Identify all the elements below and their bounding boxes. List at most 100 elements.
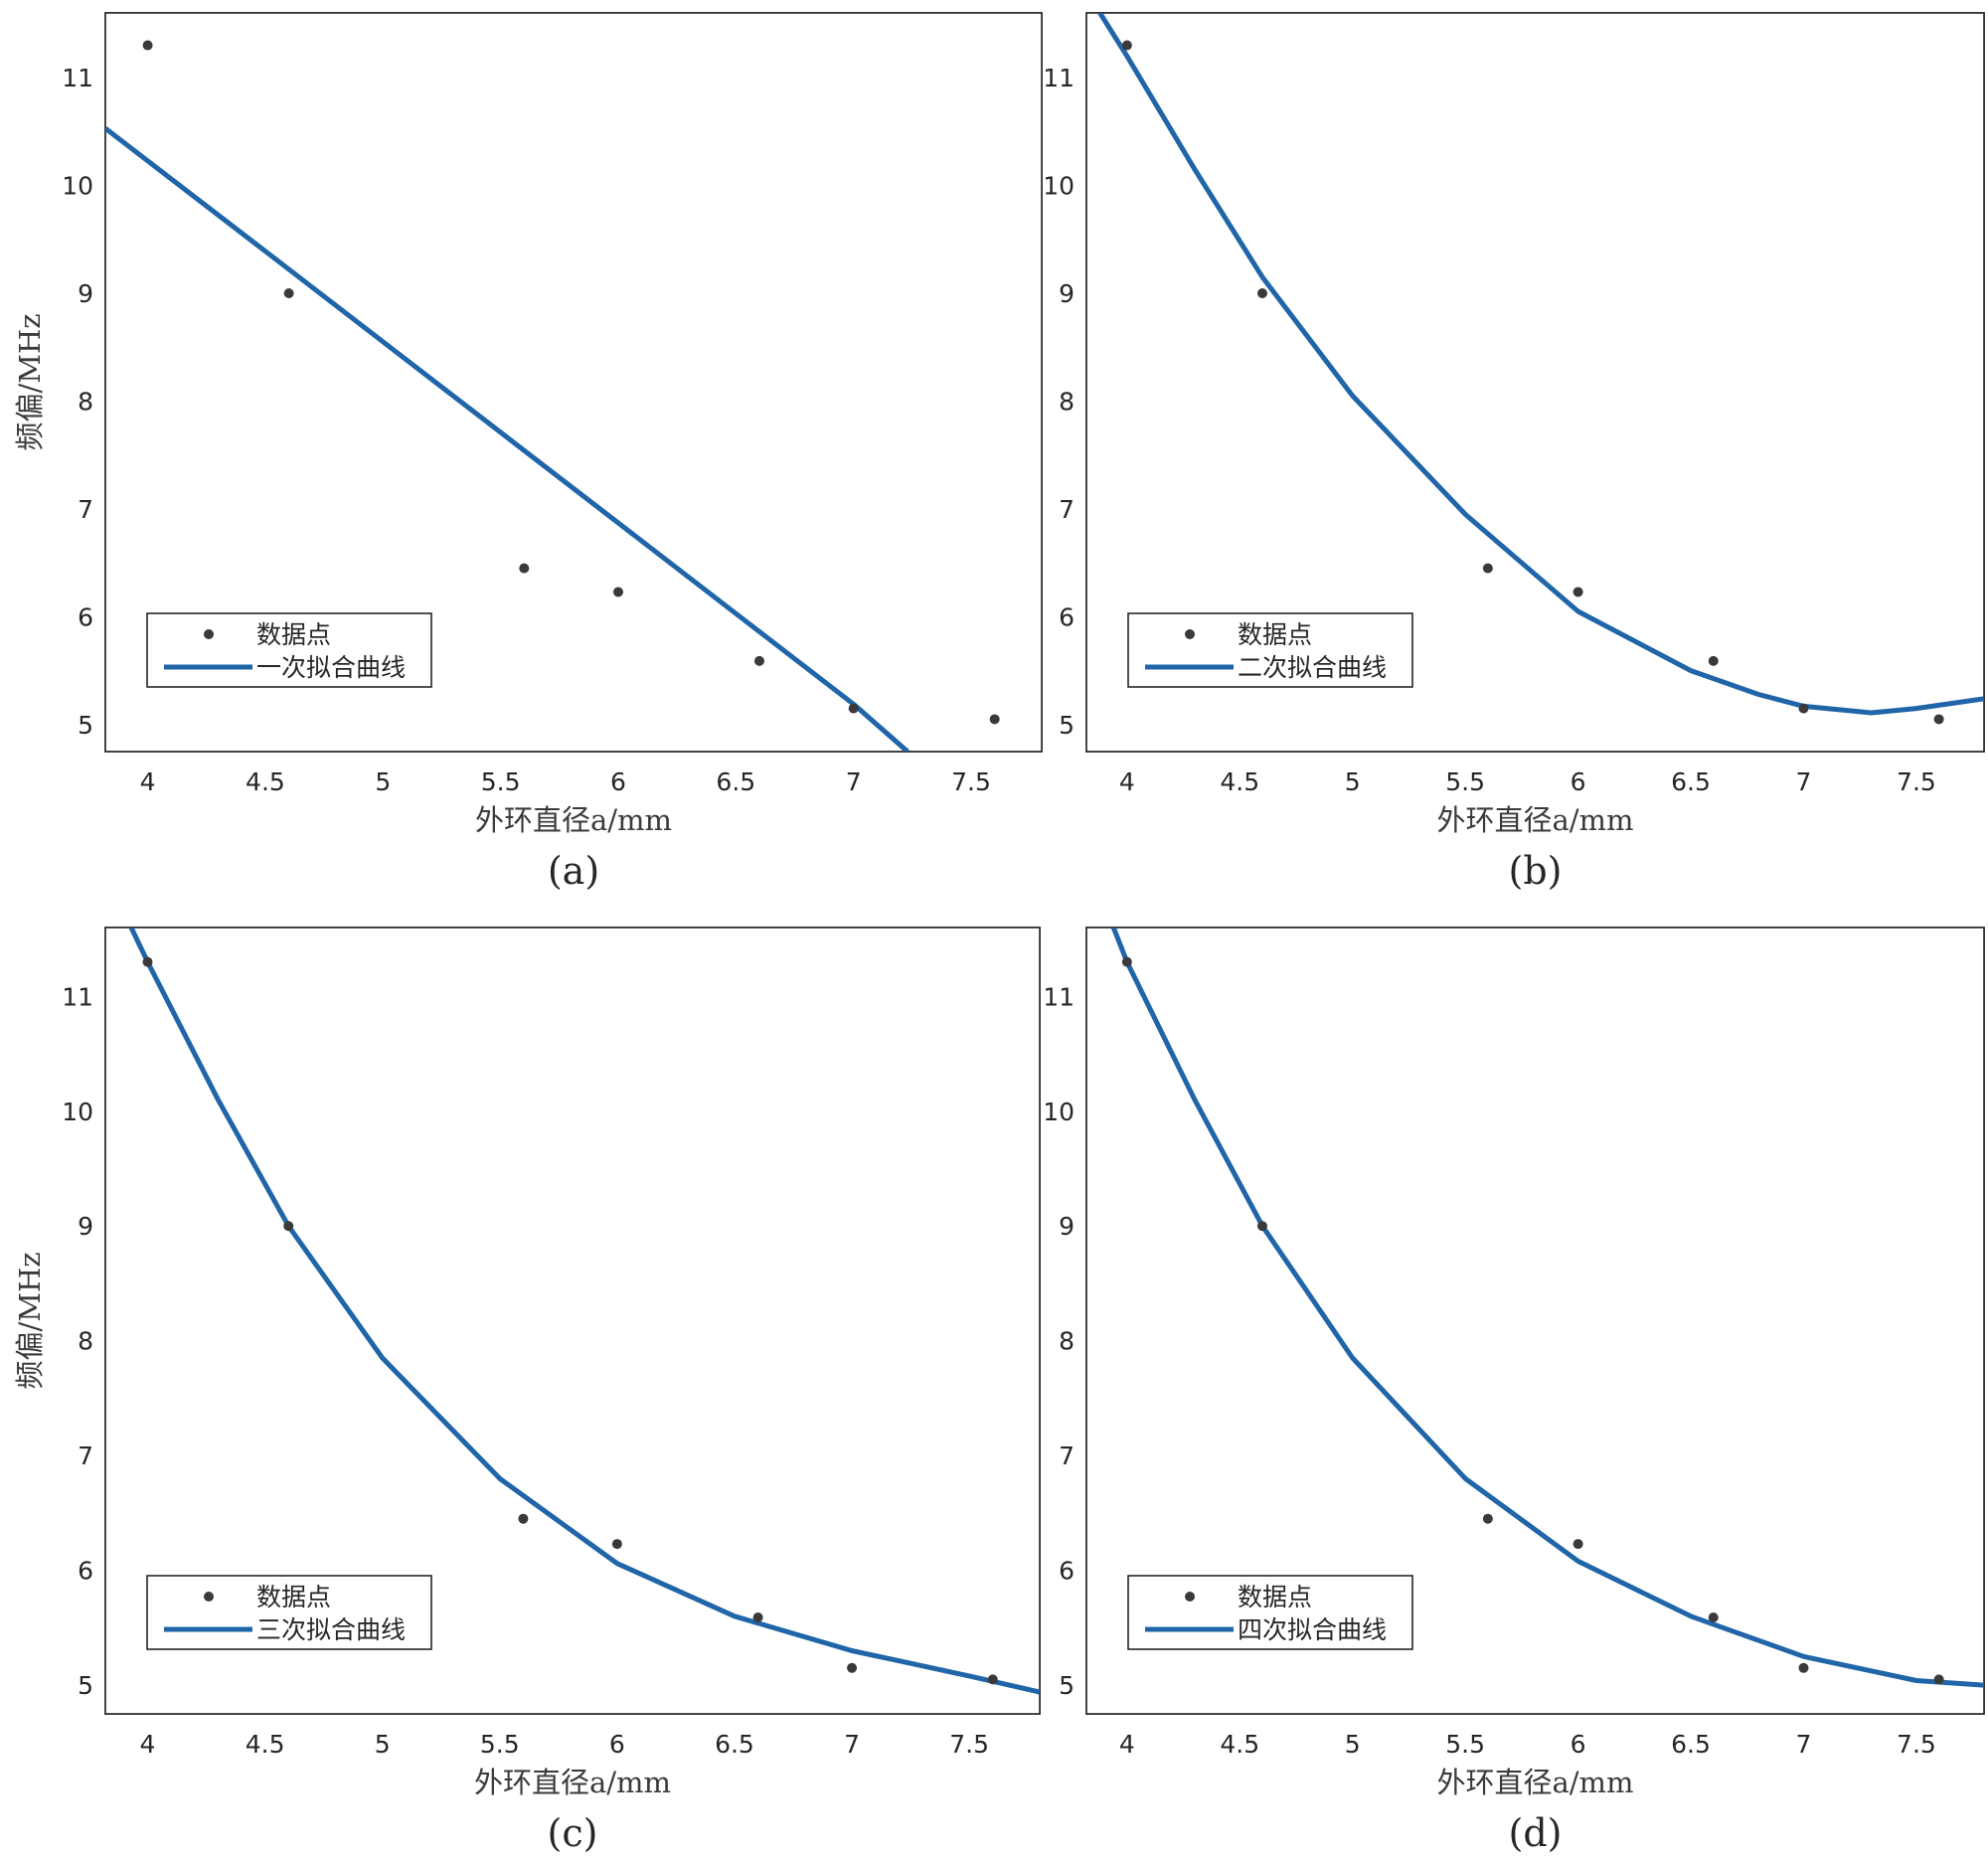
legend-label: 数据点	[256, 1583, 331, 1611]
x-tick-label: 5	[1345, 1730, 1361, 1759]
data-point	[1482, 563, 1493, 574]
y-tick-label: 8	[1059, 387, 1075, 416]
x-tick-label: 6	[610, 767, 626, 796]
chart-panel-b: 4 4.5 5 5.5 6 6.5 7 7.5 5 6 7 8 9 10 11 数据点二次拟合曲线外环直径a/…	[1043, 12, 1985, 893]
y-tick-label: 6	[1059, 602, 1075, 631]
fit-curve	[1110, 928, 1984, 1688]
y-tick-label: 11	[62, 64, 93, 92]
x-tick-label: 4	[140, 767, 156, 796]
data-point	[1708, 1612, 1719, 1623]
data-point	[518, 1513, 529, 1524]
x-tick-label: 5.5	[480, 1730, 520, 1759]
data-point	[1256, 288, 1267, 299]
chart-panel-a: 4 4.5 5 5.5 6 6.5 7 7.5 5 6 7 8 9 10 11 数据点一次拟合曲线外环直径a/…	[13, 12, 1043, 893]
legend-label: 一次拟合曲线	[256, 653, 406, 682]
x-tick-label: 5.5	[481, 767, 521, 796]
legend-point-marker	[1185, 1592, 1195, 1602]
x-tick-label: 6	[1571, 1730, 1586, 1759]
y-tick-label: 8	[1059, 1327, 1075, 1356]
data-point	[1573, 1539, 1583, 1550]
x-tick-label: 4.5	[246, 767, 285, 796]
x-tick-label: 7.5	[1897, 1730, 1936, 1759]
legend-point-marker	[204, 1592, 214, 1602]
x-tick-label: 6.5	[715, 1730, 754, 1759]
legend-label: 数据点	[256, 620, 331, 649]
y-tick-label: 7	[1059, 1441, 1075, 1470]
plot-content	[105, 40, 1000, 752]
y-tick-label: 6	[78, 1557, 93, 1586]
data-point	[142, 956, 153, 967]
plot-content	[1097, 13, 1984, 725]
data-point	[1708, 655, 1719, 666]
y-tick-label: 5	[1059, 1671, 1075, 1700]
x-tick-label: 7	[844, 1730, 860, 1759]
legend-label: 三次拟合曲线	[256, 1615, 406, 1644]
x-axis-label: 外环直径a/mm	[1436, 1766, 1633, 1799]
fit-curve	[128, 928, 1040, 1695]
x-tick-label: 6	[1571, 767, 1586, 796]
y-tick-label: 8	[78, 387, 93, 416]
data-point	[1256, 1221, 1267, 1232]
legend-label: 数据点	[1238, 620, 1312, 649]
data-point	[1573, 587, 1583, 597]
y-tick-label: 7	[1059, 495, 1075, 524]
legend-box	[1127, 1575, 1413, 1650]
y-tick-label: 10	[1043, 1098, 1075, 1126]
x-tick-label: 4	[140, 1730, 156, 1759]
x-tick-label: 6.5	[1671, 767, 1711, 796]
legend-label: 二次拟合曲线	[1238, 653, 1387, 682]
y-tick-label: 11	[1043, 982, 1075, 1011]
y-tick-label: 7	[78, 1441, 93, 1470]
legend-box	[146, 612, 432, 688]
x-tick-label: 7.5	[951, 767, 991, 796]
data-point	[987, 1674, 998, 1685]
y-tick-label: 10	[62, 172, 93, 201]
data-point	[1121, 40, 1132, 51]
data-point	[142, 40, 153, 51]
x-axis-label: 外环直径a/mm	[475, 803, 672, 837]
legend-point-marker	[204, 629, 214, 639]
legend-box	[1127, 612, 1413, 688]
y-tick-label: 11	[62, 982, 93, 1011]
data-point	[519, 563, 530, 574]
y-tick-label: 11	[1043, 64, 1075, 92]
data-point	[847, 1662, 858, 1673]
x-tick-label: 5.5	[1445, 767, 1485, 796]
x-tick-label: 5	[375, 1730, 391, 1759]
x-tick-label: 4	[1119, 767, 1135, 796]
y-tick-label: 9	[1059, 1212, 1075, 1241]
y-axis-label: 频偏/MHz	[13, 1252, 47, 1389]
x-tick-label: 7.5	[1897, 767, 1936, 796]
y-axis-label: 频偏/MHz	[13, 313, 47, 450]
x-tick-label: 6.5	[1671, 1730, 1711, 1759]
x-tick-label: 7.5	[949, 1730, 989, 1759]
fit-curve	[105, 126, 910, 752]
x-tick-label: 4.5	[246, 1730, 285, 1759]
y-tick-label: 5	[1059, 711, 1075, 740]
x-tick-label: 6.5	[716, 767, 755, 796]
chart-panel-c: 4 4.5 5 5.5 6 6.5 7 7.5 5 6 7 8 9 10 11 数据点三次拟合曲线外环直径a/…	[13, 927, 1041, 1855]
data-point	[283, 288, 294, 299]
panel-label: (b)	[1509, 849, 1563, 893]
y-tick-label: 8	[78, 1327, 93, 1356]
data-point	[753, 655, 764, 666]
x-tick-label: 5	[375, 767, 391, 796]
y-tick-label: 7	[78, 495, 93, 524]
y-tick-label: 10	[62, 1098, 93, 1126]
y-tick-label: 5	[78, 1671, 93, 1700]
data-point	[752, 1612, 763, 1623]
x-axis-label: 外环直径a/mm	[474, 1766, 671, 1799]
legend-label: 数据点	[1238, 1583, 1312, 1611]
data-point	[1933, 714, 1944, 725]
x-tick-label: 7	[846, 767, 862, 796]
x-tick-label: 4.5	[1220, 1730, 1259, 1759]
data-point	[1798, 703, 1809, 714]
x-tick-label: 7	[1796, 1730, 1812, 1759]
y-tick-label: 9	[78, 279, 93, 308]
x-tick-label: 6	[609, 1730, 625, 1759]
panel-label: (d)	[1509, 1811, 1563, 1855]
